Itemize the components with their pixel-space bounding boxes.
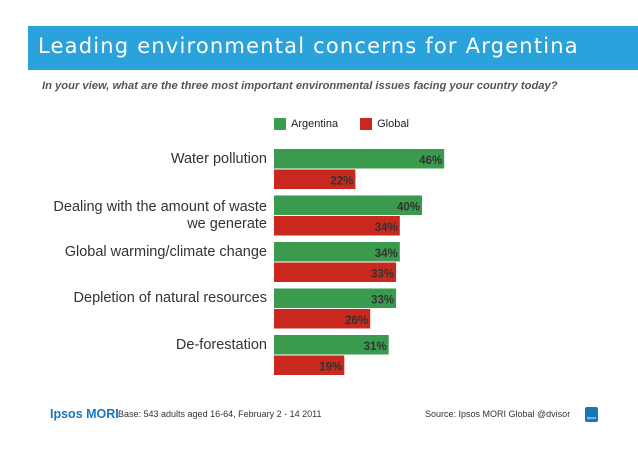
value-label-argentina-0: 46% — [419, 155, 442, 167]
bar-argentina-1 — [274, 195, 422, 215]
ipsos-mori-logo: Ipsos MORI — [50, 407, 119, 421]
bar-global-0 — [274, 169, 356, 189]
value-label-global-4: 19% — [319, 361, 342, 373]
ipsos-badge-icon: Ipsos — [585, 407, 598, 422]
value-label-global-0: 22% — [330, 175, 353, 187]
category-label-3: Depletion of natural resources — [74, 290, 267, 307]
category-label-2: Global warming/climate change — [65, 244, 267, 261]
legend-label-global: Global — [377, 118, 409, 130]
legend-label-argentina: Argentina — [291, 118, 339, 130]
chart-legend: Argentina Global — [274, 116, 409, 132]
value-label-argentina-2: 34% — [375, 248, 398, 260]
legend-swatch-global — [360, 118, 373, 130]
bar-argentina-2 — [274, 242, 400, 262]
bar-argentina-4 — [274, 335, 389, 355]
value-label-argentina-1: 40% — [397, 201, 420, 213]
bar-global-1 — [274, 216, 400, 236]
category-label-line: Water pollution — [170, 150, 267, 167]
category-label-line: we generate — [187, 215, 267, 232]
category-label-1: Dealing with the amount of waste we gener… — [53, 199, 267, 233]
category-label-line: De-forestation — [175, 336, 267, 353]
value-label-global-3: 26% — [345, 315, 368, 327]
bar-global-4 — [274, 355, 345, 375]
title-bar: Leading environmental concerns for Argen… — [28, 26, 638, 70]
legend-item-argentina: Argentina — [274, 118, 338, 130]
category-label-line: Dealing with the amount of waste — [53, 198, 267, 215]
bar-global-3 — [274, 309, 371, 329]
bar-global-2 — [274, 262, 397, 282]
survey-question: In your view, what are the three most im… — [42, 80, 558, 92]
footer-source-note: Source: Ipsos MORI Global @dvisor — [425, 409, 571, 419]
category-label-line: Global warming/climate change — [64, 243, 267, 260]
bar-argentina-0 — [274, 149, 445, 169]
category-label-line: Depletion of natural resources — [73, 290, 267, 306]
category-label-0: Water pollution — [171, 151, 267, 168]
page-title: Leading environmental concerns for Argen… — [38, 34, 579, 58]
value-label-argentina-4: 31% — [364, 341, 387, 353]
value-label-global-1: 34% — [375, 222, 398, 234]
legend-swatch-argentina — [274, 118, 286, 130]
footer-base-note: Base: 543 adults aged 16-64, February 2 … — [118, 409, 322, 419]
legend-item-global: Global — [360, 118, 409, 130]
bar-argentina-3 — [274, 288, 397, 308]
category-label-4: De-forestation — [176, 337, 267, 354]
value-label-global-2: 33% — [371, 268, 394, 280]
value-label-argentina-3: 33% — [371, 294, 394, 306]
